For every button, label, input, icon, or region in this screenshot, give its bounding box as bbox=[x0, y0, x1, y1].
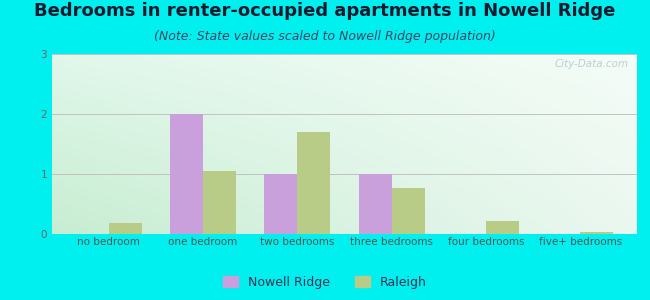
Bar bbox=[170, 114, 203, 234]
Legend: Nowell Ridge, Raleigh: Nowell Ridge, Raleigh bbox=[218, 271, 432, 294]
Text: City-Data.com: City-Data.com bbox=[554, 59, 628, 69]
Bar bbox=[109, 223, 142, 234]
Bar bbox=[359, 174, 392, 234]
Bar bbox=[392, 188, 424, 234]
Bar bbox=[297, 132, 330, 234]
Bar bbox=[580, 232, 614, 234]
Text: (Note: State values scaled to Nowell Ridge population): (Note: State values scaled to Nowell Rid… bbox=[154, 30, 496, 43]
Bar bbox=[265, 174, 297, 234]
Bar bbox=[203, 171, 236, 234]
Bar bbox=[486, 221, 519, 234]
Text: Bedrooms in renter-occupied apartments in Nowell Ridge: Bedrooms in renter-occupied apartments i… bbox=[34, 2, 616, 20]
